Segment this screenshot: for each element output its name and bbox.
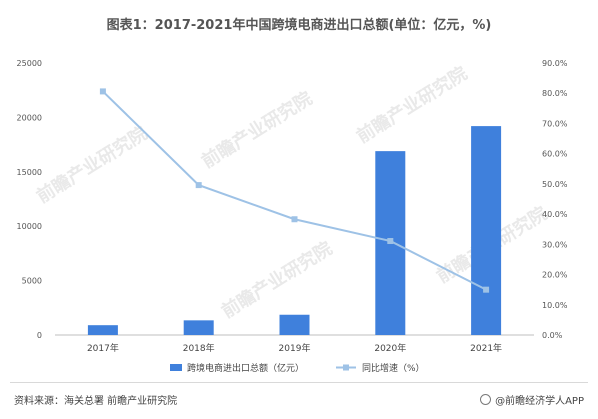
brand-credit-text: @前瞻经济学人APP [495, 396, 584, 407]
bar [279, 314, 310, 335]
growth-point [483, 286, 490, 293]
x-tick-label: 2018年 [183, 342, 215, 354]
growth-point [99, 88, 106, 95]
y-right-tick-label: 80.0% [542, 89, 568, 98]
y-left-tick-label: 10000 [17, 222, 42, 231]
y-right-tick-label: 10.0% [542, 301, 568, 310]
y-right-tick-label: 70.0% [542, 119, 568, 128]
y-right-tick-label: 0.0% [542, 331, 563, 340]
footer-divider [10, 382, 588, 383]
bar [183, 320, 214, 335]
y-right-tick-label: 60.0% [542, 150, 568, 159]
y-right-tick-label: 50.0% [542, 180, 568, 189]
growth-point [195, 182, 202, 189]
y-left-tick-label: 0 [37, 331, 42, 340]
y-left-tick-label: 25000 [17, 59, 42, 68]
source-note: 资料来源：海关总署 前瞻产业研究院 [14, 396, 178, 407]
x-tick-label: 2019年 [279, 342, 311, 354]
y-right-tick-label: 30.0% [542, 240, 568, 249]
y-right-tick-label: 40.0% [542, 210, 568, 219]
x-tick-label: 2021年 [470, 342, 502, 354]
x-tick-label: 2020年 [374, 342, 406, 354]
legend-bar-label: 跨境电商进出口总额（亿元） [187, 362, 304, 374]
y-left-tick-label: 20000 [17, 113, 42, 122]
bar [471, 126, 502, 335]
y-left-tick-label: 15000 [17, 168, 42, 177]
y-left-tick-label: 5000 [22, 277, 42, 286]
brand-logo-icon [480, 394, 492, 405]
growth-point [291, 216, 298, 223]
watermark-text: 前瞻产业研究院 [353, 62, 472, 147]
growth-point [387, 238, 394, 245]
x-tick-label: 2017年 [87, 342, 119, 354]
watermark-text: 前瞻产业研究院 [218, 237, 337, 322]
brand-credit: @前瞻经济学人APP [480, 392, 584, 407]
bar [87, 325, 118, 335]
watermark-text: 前瞻产业研究院 [33, 122, 152, 207]
legend-line-marker [343, 364, 349, 371]
y-right-tick-label: 90.0% [542, 59, 568, 68]
legend-bar-swatch [170, 364, 182, 371]
chart-title: 图表1：2017-2021年中国跨境电商进出口总额(单位：亿元，%) [106, 18, 492, 33]
watermark-text: 前瞻产业研究院 [198, 87, 317, 172]
legend-line-label: 同比增速（%） [362, 362, 425, 374]
y-right-tick-label: 20.0% [542, 271, 568, 280]
